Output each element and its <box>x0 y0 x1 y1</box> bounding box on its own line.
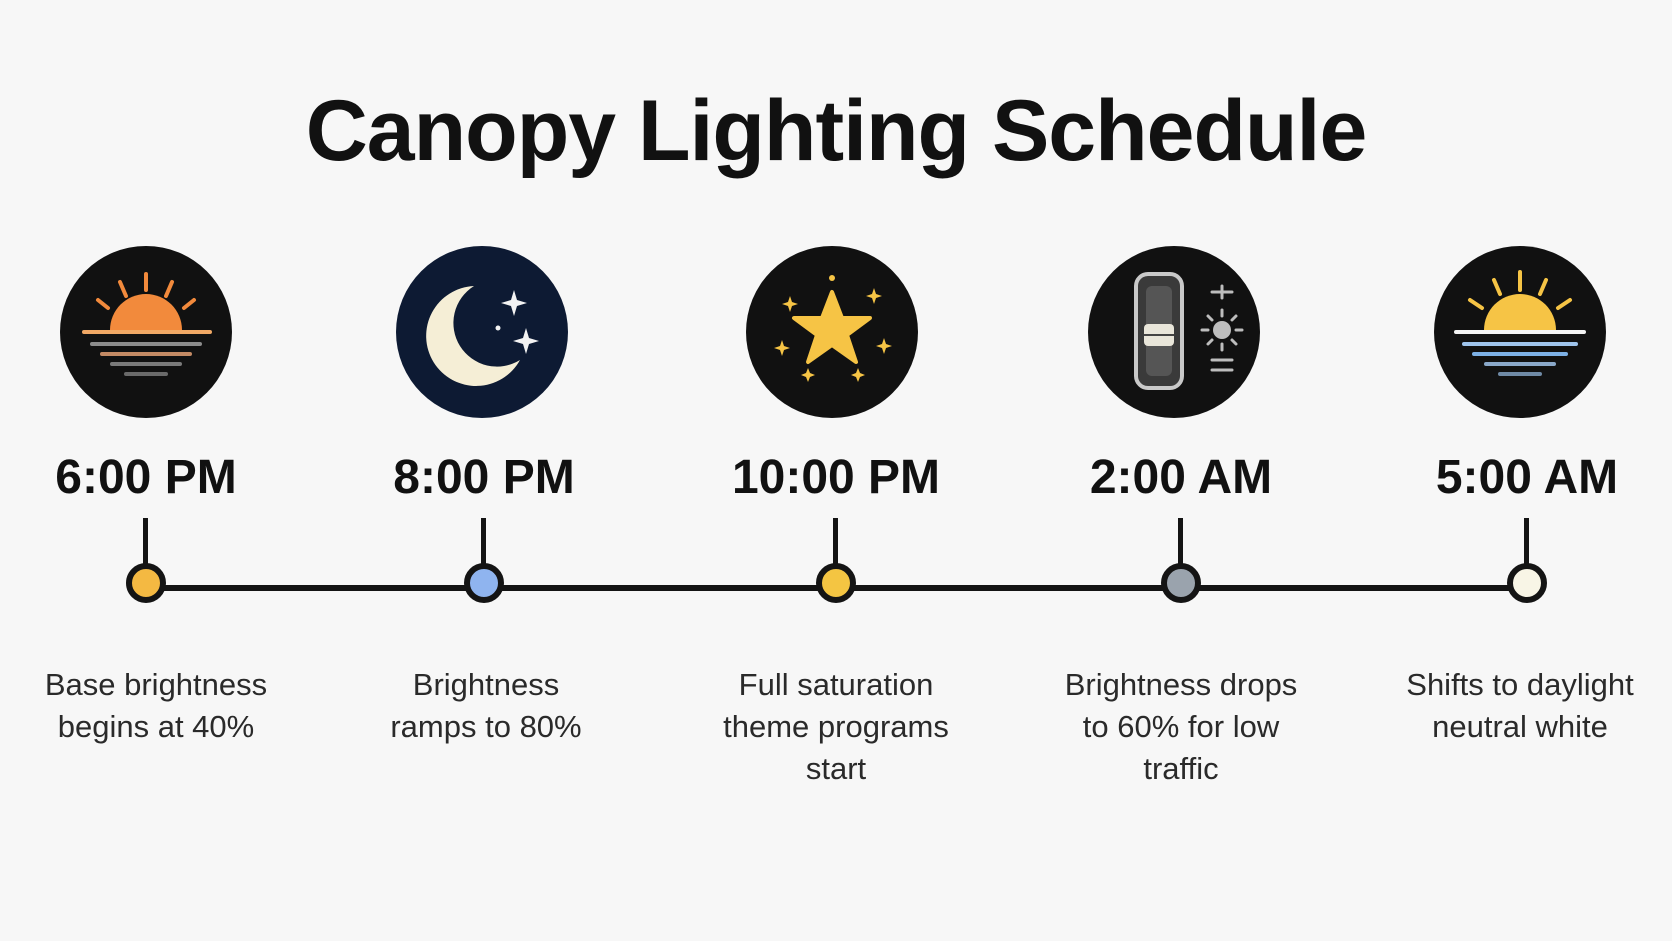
sunset-icon <box>60 246 232 418</box>
time-label: 5:00 AM <box>1435 451 1619 504</box>
page-title: Canopy Lighting Schedule <box>305 83 1368 179</box>
timeline-stem <box>143 518 148 584</box>
time-label: 2:00 AM <box>1089 451 1273 504</box>
timeline-stem <box>1524 518 1529 584</box>
timeline-marker <box>1161 563 1201 603</box>
time-label: 10:00 PM <box>731 451 941 504</box>
sunrise-icon <box>1434 246 1606 418</box>
timeline-marker <box>464 563 504 603</box>
timeline-stem <box>1178 518 1183 584</box>
timeline-stem <box>833 518 838 584</box>
timeline-marker <box>816 563 856 603</box>
star-icon <box>746 246 918 418</box>
event-description: Brightness drops to 60% for low traffic <box>1064 667 1298 786</box>
moon-icon <box>396 246 568 418</box>
event-description: Brightness ramps to 80% <box>390 667 582 744</box>
dimmer-switch-icon <box>1088 246 1260 418</box>
time-label: 8:00 PM <box>393 451 575 504</box>
timeline-stem <box>481 518 486 584</box>
event-description: Full saturation theme programs start <box>723 667 949 786</box>
timeline-marker <box>126 563 166 603</box>
event-description: Shifts to daylight neutral white <box>1406 667 1634 744</box>
timeline-marker <box>1507 563 1547 603</box>
time-label: 6:00 PM <box>55 451 237 504</box>
event-description: Base brightness begins at 40% <box>44 667 268 744</box>
